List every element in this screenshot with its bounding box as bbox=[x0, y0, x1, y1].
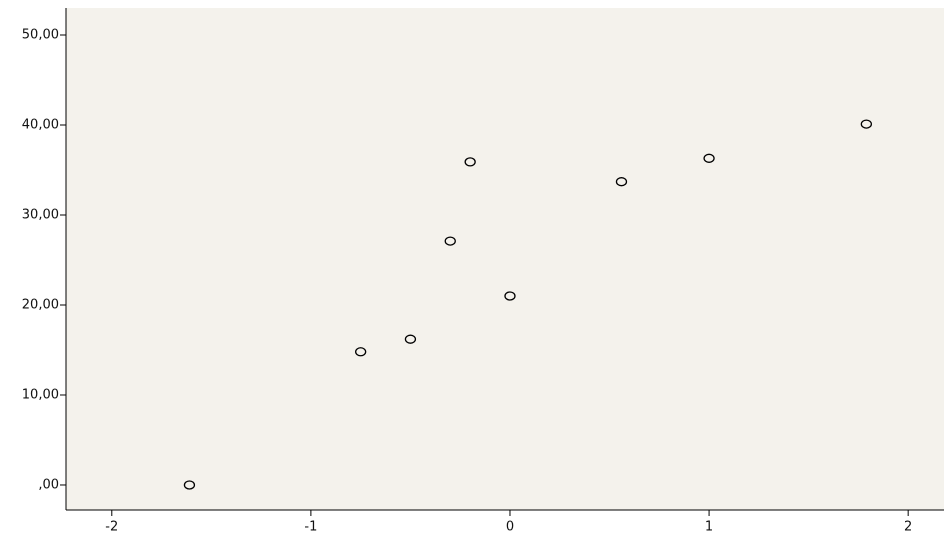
y-tick-label: 40,00 bbox=[22, 117, 59, 132]
x-tick-label: -1 bbox=[304, 520, 317, 535]
y-tick-label: 10,00 bbox=[22, 387, 59, 402]
point bbox=[444, 236, 456, 246]
y-tick-label: 30,00 bbox=[22, 207, 59, 222]
x-tick-label: -2 bbox=[105, 520, 118, 535]
y-tick-label: 50,00 bbox=[22, 27, 59, 42]
point bbox=[703, 153, 715, 163]
point bbox=[464, 157, 476, 167]
point bbox=[860, 119, 873, 129]
point bbox=[183, 480, 196, 490]
y-tick-label: 20,00 bbox=[22, 297, 59, 312]
plot-area bbox=[66, 8, 944, 510]
point bbox=[355, 347, 367, 357]
point bbox=[404, 334, 417, 344]
x-tick-label: 0 bbox=[506, 520, 514, 535]
x-tick-label: 1 bbox=[705, 520, 713, 535]
y-tick-label: ,00 bbox=[38, 477, 59, 492]
point bbox=[615, 177, 628, 187]
point bbox=[504, 291, 516, 301]
x-tick-label: 2 bbox=[904, 520, 912, 535]
